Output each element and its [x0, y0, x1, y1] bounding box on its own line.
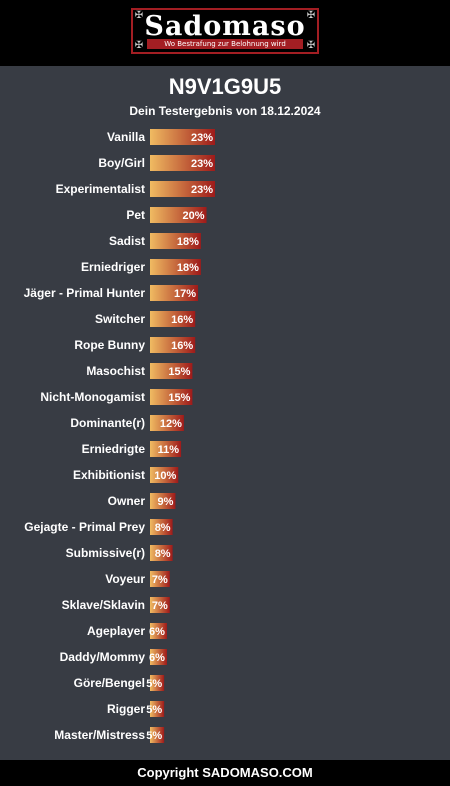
logo-title: Sadomaso [144, 11, 306, 42]
bar [150, 441, 182, 457]
bar [150, 155, 215, 171]
category-label: Göre/Bengel [74, 676, 145, 690]
category-label: Ageplayer [87, 624, 145, 638]
value-label: 15% [168, 392, 190, 404]
value-label: 6% [149, 652, 165, 664]
value-label: 5% [146, 704, 162, 716]
bar [150, 181, 215, 197]
bar [150, 675, 165, 691]
category-label: Boy/Girl [98, 156, 145, 170]
value-label: 15% [168, 366, 190, 378]
category-label: Erniedrigte [82, 442, 146, 456]
value-label: 9% [158, 496, 174, 508]
category-label: Sklave/Sklavin [62, 598, 145, 612]
value-label: 18% [177, 262, 199, 274]
copyright-text: Copyright SADOMASO.COM [137, 765, 313, 780]
result-bar-chart: Vanilla 23% Boy/Girl 23% Experimentalist 23% P… [24, 129, 215, 743]
bar [150, 571, 170, 587]
bar [150, 649, 167, 665]
value-label: 12% [160, 418, 182, 430]
value-label: 6% [149, 626, 165, 638]
category-label: Switcher [95, 312, 145, 326]
result-subtitle: Dein Testergebnis von 18.12.2024 [129, 104, 321, 118]
bar [150, 233, 201, 249]
bar [150, 545, 173, 561]
value-label: 5% [146, 730, 162, 742]
value-label: 8% [155, 522, 171, 534]
value-label: 17% [174, 288, 196, 300]
value-label: 23% [191, 158, 213, 170]
ornament-icon: ✠ [306, 40, 316, 51]
bar [150, 597, 170, 613]
category-label: Owner [108, 494, 146, 508]
category-label: Jäger - Primal Hunter [24, 286, 146, 300]
value-label: 16% [171, 314, 193, 326]
value-label: 18% [177, 236, 199, 248]
bar [150, 337, 196, 353]
category-label: Submissive(r) [66, 546, 145, 560]
bar [150, 493, 176, 509]
value-label: 7% [152, 574, 168, 586]
category-label: Sadist [109, 234, 145, 248]
value-label: 20% [182, 210, 204, 222]
value-label: 7% [152, 600, 168, 612]
category-label: Rope Bunny [74, 338, 145, 352]
category-label: Gejagte - Primal Prey [24, 520, 145, 534]
category-label: Daddy/Mommy [60, 650, 146, 664]
bar [150, 207, 207, 223]
bar [150, 285, 199, 301]
value-label: 5% [146, 678, 162, 690]
value-label: 8% [155, 548, 171, 560]
category-label: Erniedriger [81, 260, 145, 274]
bar [150, 623, 167, 639]
bar [150, 389, 193, 405]
ornament-icon: ✠ [306, 10, 316, 21]
category-label: Master/Mistress [54, 728, 145, 742]
category-label: Dominante(r) [70, 416, 145, 430]
bar [150, 363, 193, 379]
bar [150, 467, 179, 483]
category-label: Exhibitionist [73, 468, 145, 482]
bar [150, 701, 165, 717]
ornament-icon: ✠ [134, 40, 144, 51]
category-label: Voyeur [105, 572, 145, 586]
value-label: 16% [171, 340, 193, 352]
category-label: Vanilla [107, 130, 145, 144]
value-label: 10% [154, 470, 176, 482]
bar [150, 519, 173, 535]
value-label: 23% [191, 132, 213, 144]
bar [150, 311, 196, 327]
category-label: Masochist [86, 364, 145, 378]
bar [150, 415, 184, 431]
footer: Copyright SADOMASO.COM [0, 760, 450, 786]
category-label: Pet [126, 208, 145, 222]
result-id: N9V1G9U5 [168, 74, 282, 99]
value-label: 23% [191, 184, 213, 196]
ornament-icon: ✠ [134, 10, 144, 21]
bar [150, 129, 215, 145]
category-label: Nicht-Monogamist [40, 390, 145, 404]
category-label: Rigger [107, 702, 145, 716]
category-label: Experimentalist [56, 182, 145, 196]
bar [150, 727, 165, 743]
header-bar: ✠ ✠ ✠ ✠ Sadomaso Wo Bestrafung zur Beloh… [0, 0, 450, 66]
logo-subtitle: Wo Bestrafung zur Belohnung wird [147, 39, 303, 49]
bar [150, 259, 201, 275]
site-logo[interactable]: ✠ ✠ ✠ ✠ Sadomaso Wo Bestrafung zur Beloh… [131, 8, 319, 54]
value-label: 11% [158, 444, 180, 456]
